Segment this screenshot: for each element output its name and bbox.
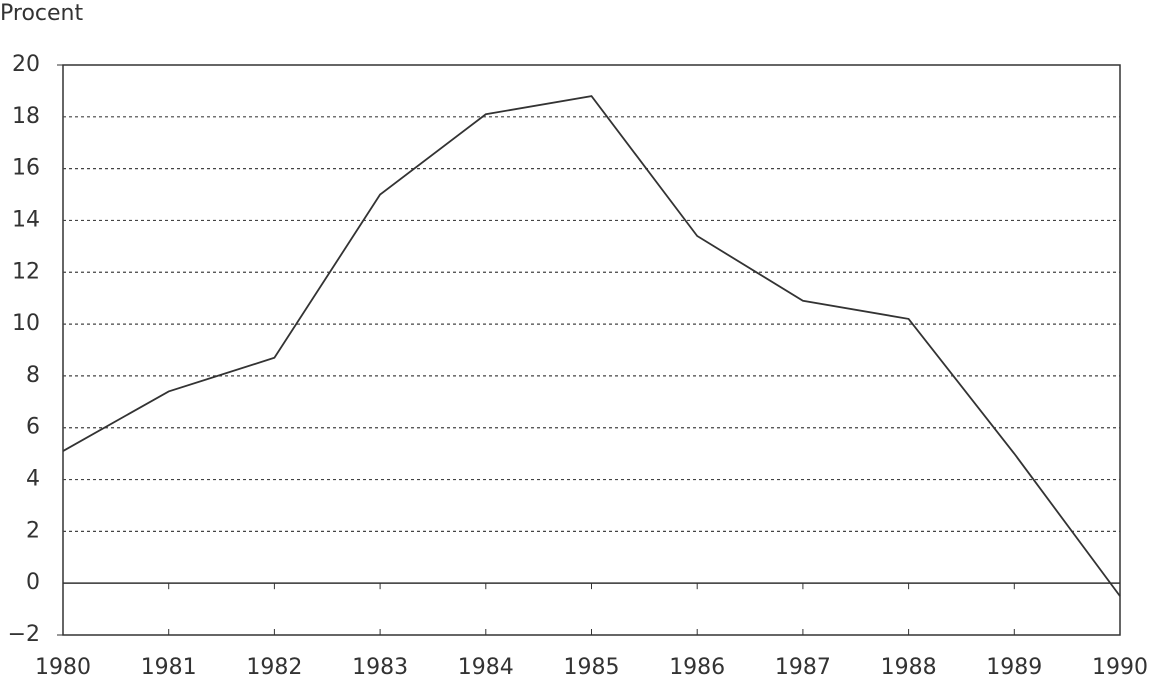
x-tick-label: 1982 <box>246 655 302 680</box>
y-tick-label: 16 <box>12 156 40 181</box>
data-line <box>62 95 1121 597</box>
x-tick-label: 1987 <box>775 655 831 680</box>
x-tick-label: 1990 <box>1092 655 1148 680</box>
y-tick-label: 10 <box>12 311 40 336</box>
y-tick-label: 8 <box>26 363 40 388</box>
x-tick-label: 1980 <box>35 655 91 680</box>
y-tick-label: 18 <box>12 104 40 129</box>
y-axis-label: Procent <box>0 1 83 26</box>
x-tick-label: 1981 <box>141 655 197 680</box>
y-tick-label: 6 <box>26 415 40 440</box>
x-tick-label: 1983 <box>352 655 408 680</box>
y-tick-label: 4 <box>26 467 40 492</box>
x-tick-label: 1985 <box>564 655 620 680</box>
y-tick-label: 14 <box>12 207 40 232</box>
x-tick-label: 1989 <box>986 655 1042 680</box>
y-tick-label: −2 <box>8 622 40 647</box>
y-tick-label: 2 <box>26 518 40 543</box>
plot-frame <box>62 64 1121 636</box>
y-tick-label: 20 <box>12 52 40 77</box>
y-tick-label: 12 <box>12 259 40 284</box>
y-tick-label: 0 <box>26 570 40 595</box>
x-tick-label: 1986 <box>669 655 725 680</box>
x-tick-label: 1988 <box>881 655 937 680</box>
x-tick-label: 1984 <box>458 655 514 680</box>
